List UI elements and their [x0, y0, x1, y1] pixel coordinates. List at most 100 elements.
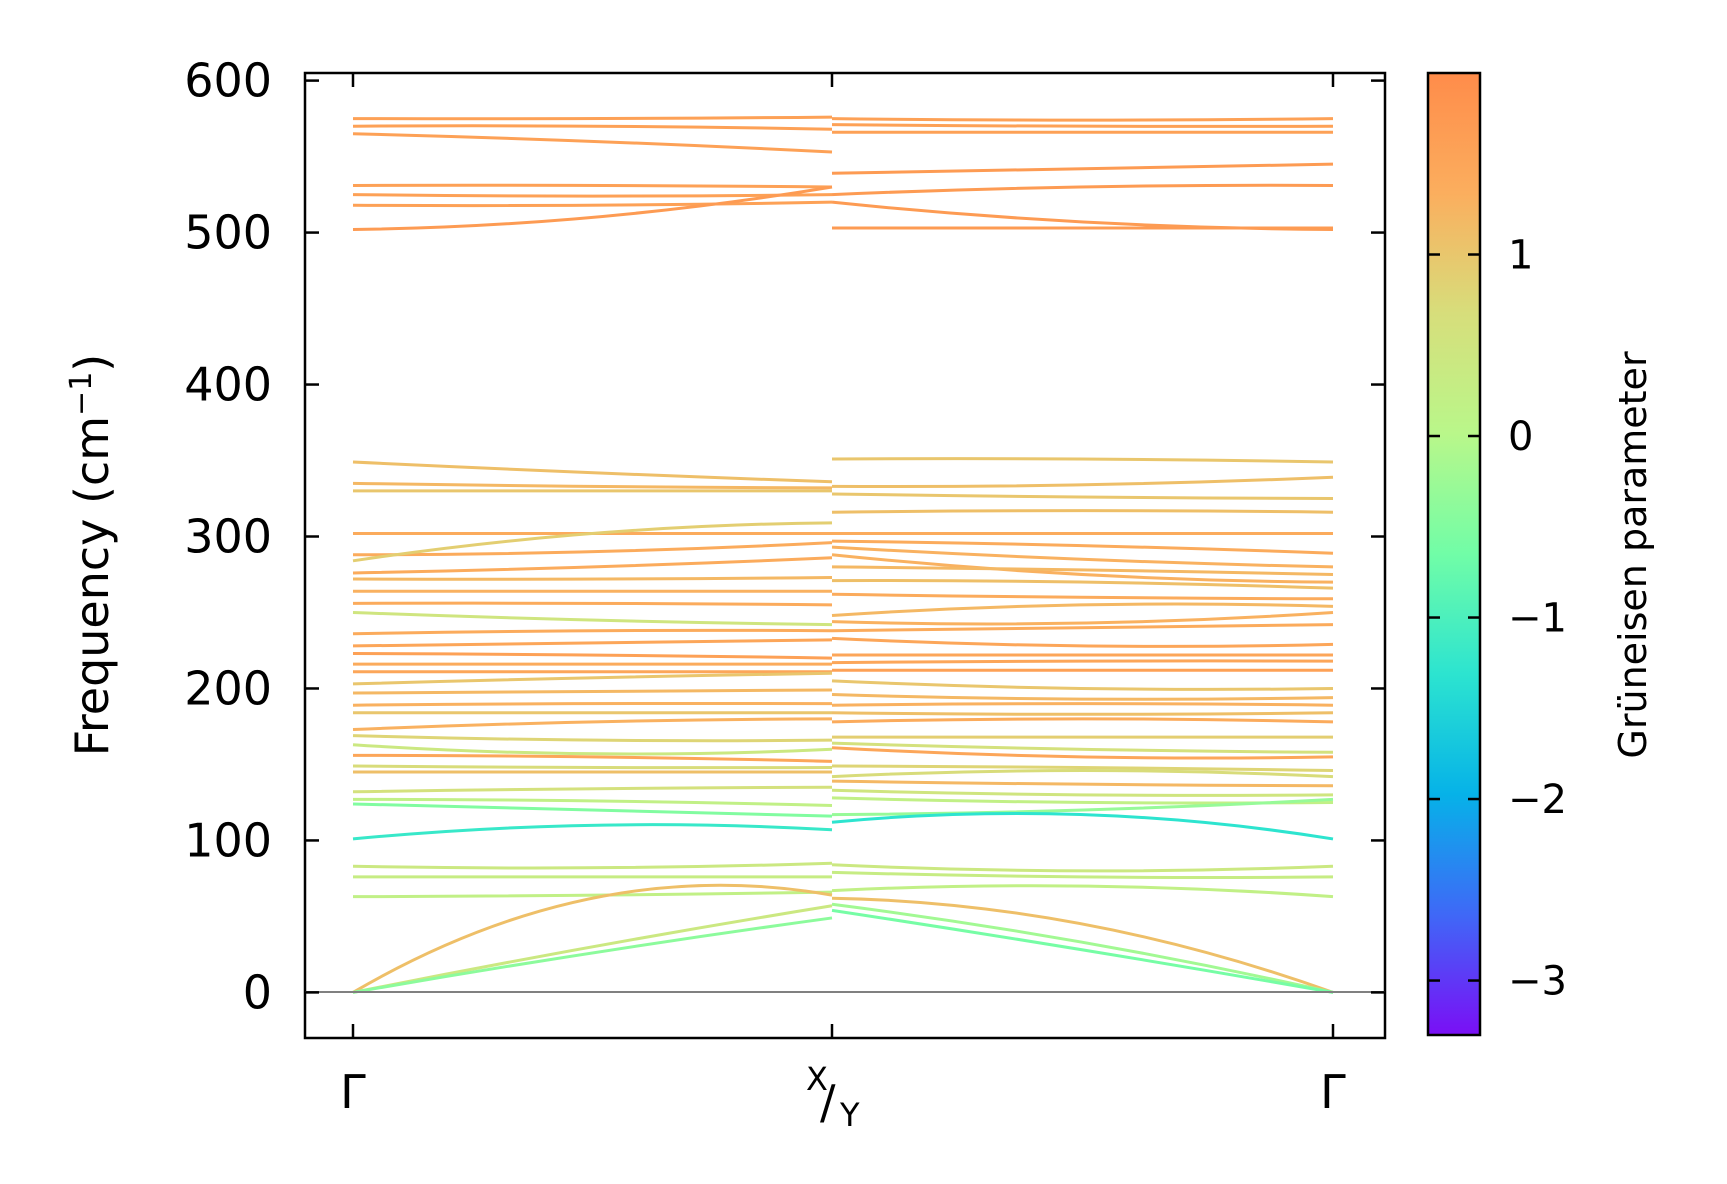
x-label-gamma-right: Γ — [1320, 1065, 1346, 1119]
band-gamma-x-18 — [352, 628, 833, 636]
band-y-gamma-39 — [831, 812, 1334, 841]
plot-area — [303, 71, 1387, 1040]
band-y-gamma-3 — [831, 162, 1334, 175]
band-gamma-x-0 — [352, 115, 833, 121]
band-gamma-x-6 — [352, 185, 833, 232]
band-y-gamma-14 — [831, 553, 1334, 584]
x-label-x-slash-y: X / Y — [806, 1060, 860, 1134]
band-gamma-x-19 — [352, 638, 833, 648]
band-y-gamma-1 — [831, 123, 1334, 128]
y-tick-label-200: 200 — [184, 661, 272, 715]
band-gamma-x-30 — [352, 753, 833, 763]
band-y-gamma-31 — [831, 741, 1334, 754]
y-tick-label-100: 100 — [184, 813, 272, 867]
band-gamma-x-34 — [352, 797, 833, 807]
band-gamma-x-41 — [352, 904, 833, 994]
colorbar-tick-label--1: −1 — [1508, 596, 1567, 642]
band-y-gamma-20 — [831, 623, 1334, 633]
band-y-gamma-32 — [831, 746, 1334, 760]
x-label-y: Y — [839, 1096, 860, 1134]
band-y-gamma-40 — [831, 863, 1334, 873]
band-y-gamma-33 — [831, 764, 1334, 773]
band-gamma-x-40 — [352, 883, 833, 994]
band-y-gamma-10 — [831, 509, 1334, 514]
band-y-gamma-4 — [831, 183, 1334, 197]
band-y-gamma-38 — [831, 797, 1334, 817]
band-y-gamma-29 — [831, 717, 1334, 724]
band-gamma-x-39 — [352, 890, 833, 899]
band-gamma-x-4 — [352, 193, 833, 198]
band-gamma-x-31 — [352, 764, 833, 770]
band-gamma-x-29 — [352, 743, 833, 756]
band-gamma-x-11 — [352, 541, 833, 557]
band-y-gamma-23 — [831, 659, 1334, 665]
band-gamma-x-36 — [352, 823, 833, 841]
band-y-gamma-15 — [831, 565, 1334, 576]
band-gamma-x-5 — [352, 200, 833, 208]
band-y-gamma-27 — [831, 702, 1334, 707]
band-gamma-x-20 — [352, 652, 833, 660]
colorbar-tick-label-0: 0 — [1508, 414, 1533, 460]
band-gamma-x-8 — [352, 481, 833, 490]
y-axis-title-main: Frequency (cm — [65, 416, 119, 756]
band-y-gamma-43 — [831, 896, 1334, 994]
y-tick-label-300: 300 — [184, 510, 272, 564]
svg-text:Frequency (cm−1): Frequency (cm−1) — [64, 354, 120, 757]
band-y-gamma-9 — [831, 492, 1334, 501]
x-label-x: X — [806, 1060, 828, 1098]
y-axis-title: Frequency (cm−1) — [64, 354, 120, 757]
band-gamma-x-12 — [352, 521, 833, 563]
colorbar-tick-label-1: 1 — [1508, 233, 1533, 279]
band-gamma-x-33 — [352, 785, 833, 794]
band-gamma-x-7 — [352, 460, 833, 484]
band-gamma-x-28 — [352, 734, 833, 743]
band-gamma-x-3 — [352, 183, 833, 189]
band-gamma-x-17 — [352, 610, 833, 627]
band-y-gamma-41 — [831, 870, 1334, 879]
y-tick-label-0: 0 — [243, 965, 272, 1019]
band-y-gamma-17 — [831, 592, 1334, 601]
band-gamma-x-27 — [352, 717, 833, 732]
band-gamma-x-23 — [352, 671, 833, 686]
band-y-gamma-13 — [831, 545, 1334, 569]
band-y-gamma-25 — [831, 679, 1334, 691]
band-y-gamma-34 — [831, 769, 1334, 779]
band-y-gamma-18 — [831, 602, 1334, 618]
band-gamma-x-13 — [352, 556, 833, 575]
y-tick-label-600: 600 — [184, 54, 272, 108]
y-axis-title-exponent: −1 — [64, 372, 99, 416]
colorbar-title: Grüneisen parameter — [1611, 351, 1655, 759]
band-y-gamma-42 — [831, 884, 1334, 899]
colorbar-ticks: 1 0 −1 −2 −3 — [1428, 233, 1567, 1005]
band-y-gamma-21 — [831, 636, 1334, 648]
band-gamma-x-16 — [352, 601, 833, 607]
y-axis-title-close: ) — [65, 354, 119, 372]
band-y-gamma-5 — [831, 200, 1334, 232]
x-label-gamma-left: Γ — [340, 1065, 366, 1119]
y-tick-label-400: 400 — [184, 358, 272, 412]
band-y-gamma-0 — [831, 117, 1334, 122]
band-y-gamma-35 — [831, 779, 1334, 788]
band-gamma-x-35 — [352, 802, 833, 818]
x-label-slash: / — [820, 1075, 836, 1129]
band-y-gamma-26 — [831, 693, 1334, 701]
phonon-bands — [352, 115, 1334, 994]
band-gamma-x-42 — [352, 916, 833, 994]
band-y-gamma-28 — [831, 711, 1334, 716]
band-y-gamma-7 — [831, 457, 1334, 464]
band-y-gamma-8 — [831, 475, 1334, 489]
colorbar-tick-label--3: −3 — [1508, 959, 1567, 1005]
band-y-gamma-16 — [831, 579, 1334, 590]
colorbar-tick-label--2: −2 — [1508, 777, 1567, 823]
y-axis-ticks: 0 100 200 300 400 500 600 — [184, 54, 1385, 1019]
band-y-gamma-44 — [831, 902, 1334, 994]
band-gamma-x-37 — [352, 861, 833, 870]
band-y-gamma-36 — [831, 788, 1334, 797]
band-gamma-x-24 — [352, 688, 833, 695]
band-gamma-x-1 — [352, 124, 833, 131]
band-gamma-x-25 — [352, 701, 833, 707]
band-y-gamma-45 — [831, 908, 1334, 994]
y-tick-label-500: 500 — [184, 206, 272, 260]
band-y-gamma-19 — [831, 610, 1334, 626]
band-gamma-x-14 — [352, 576, 833, 581]
